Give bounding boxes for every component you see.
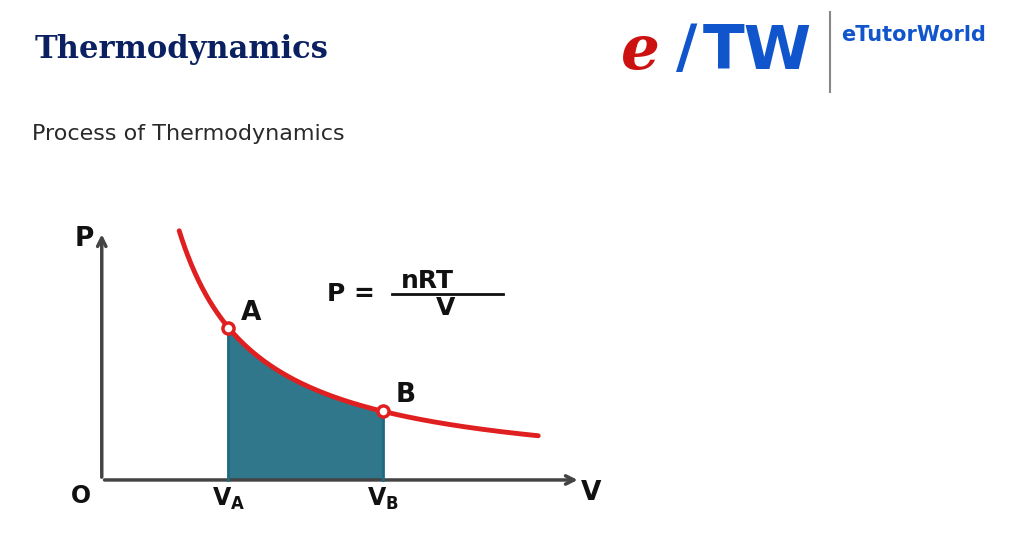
- Text: /: /: [676, 21, 697, 79]
- Text: Thermodynamics: Thermodynamics: [35, 34, 329, 65]
- Text: $\mathbf{V_A}$: $\mathbf{V_A}$: [212, 486, 245, 512]
- Text: $\mathbf{V_B}$: $\mathbf{V_B}$: [368, 486, 399, 512]
- Text: Process of Thermodynamics: Process of Thermodynamics: [32, 124, 344, 144]
- Polygon shape: [228, 327, 383, 480]
- Text: V: V: [581, 480, 601, 506]
- Text: e: e: [622, 23, 660, 82]
- Text: A: A: [242, 300, 261, 326]
- Text: B: B: [396, 382, 416, 408]
- Text: nRT: nRT: [401, 269, 454, 293]
- Text: P: P: [75, 226, 94, 252]
- Text: eTutorWorld: eTutorWorld: [842, 25, 986, 44]
- Text: P =: P =: [327, 281, 375, 306]
- Text: Live Online Tutoring: Live Online Tutoring: [884, 68, 996, 78]
- Text: TW: TW: [703, 23, 812, 82]
- Text: O: O: [71, 485, 91, 509]
- Text: V: V: [436, 296, 456, 320]
